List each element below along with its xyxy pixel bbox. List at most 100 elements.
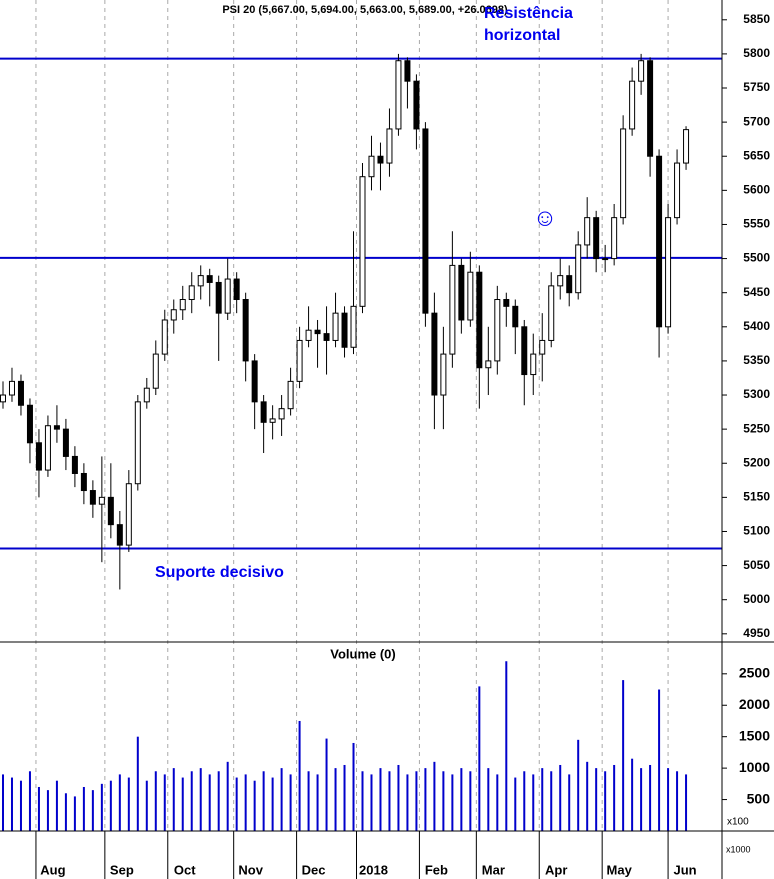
volume-bar <box>289 774 292 831</box>
y-tick-label: 5050 <box>743 558 770 572</box>
x-tick-label: Sep <box>110 862 134 877</box>
volume-bar <box>172 768 175 831</box>
candle-body <box>611 217 618 260</box>
candle-body <box>26 404 33 444</box>
candle-body <box>98 496 105 505</box>
volume-bar <box>496 774 499 831</box>
volume-bar <box>199 768 202 831</box>
volume-bar <box>514 777 517 831</box>
volume-bar <box>361 771 364 831</box>
y-tick-label: 5350 <box>743 353 770 367</box>
unit-label: x100 <box>727 817 749 828</box>
x-tick-label: Dec <box>302 862 326 877</box>
candle-body <box>521 326 528 376</box>
candle-body <box>575 244 582 294</box>
y-tick-label: 1500 <box>739 727 770 743</box>
candle-body <box>134 401 141 485</box>
y-tick-label: 5100 <box>743 524 770 538</box>
candle-body <box>512 305 519 328</box>
candle-body <box>566 275 573 294</box>
y-tick-label: 5000 <box>743 592 770 606</box>
y-tick-label: 5200 <box>743 455 770 469</box>
candle-body <box>53 425 60 430</box>
candle-body <box>278 408 285 420</box>
candle-body <box>197 275 204 287</box>
candle-body <box>602 258 609 261</box>
volume-bar <box>505 661 508 831</box>
volume-bar <box>460 768 463 831</box>
volume-bar <box>658 689 661 831</box>
y-tick-label: 5800 <box>743 46 770 60</box>
candle-body <box>503 299 510 307</box>
volume-bar <box>649 764 652 831</box>
volume-bar <box>640 768 643 831</box>
candle-body <box>89 490 96 505</box>
x-tick-label: Oct <box>174 862 196 877</box>
candle-body <box>485 360 492 369</box>
volume-bar <box>397 764 400 831</box>
candle-body <box>629 80 636 130</box>
candle-body <box>125 483 132 546</box>
x-tick-label: Aug <box>40 862 65 877</box>
y-tick-label: 1000 <box>739 759 770 775</box>
candle-body <box>188 285 195 301</box>
candle-body <box>548 285 555 341</box>
candle-body <box>557 275 564 287</box>
candle-body <box>476 271 483 369</box>
volume-bar <box>262 771 265 831</box>
volume-bar <box>136 736 139 831</box>
candle-body <box>161 319 168 355</box>
volume-bar <box>613 764 616 831</box>
candle-body <box>413 80 420 130</box>
volume-bar <box>37 786 40 831</box>
y-tick-label: 5400 <box>743 319 770 333</box>
volume-bar <box>91 790 94 831</box>
volume-bar <box>28 771 31 831</box>
volume-bar <box>451 774 454 831</box>
volume-bar <box>379 768 382 831</box>
unit-label: x1000 <box>726 844 751 854</box>
volume-bar <box>604 771 607 831</box>
volume-bar <box>424 768 427 831</box>
y-tick-label: 5650 <box>743 148 770 162</box>
volume-bar <box>469 771 472 831</box>
candle-body <box>350 305 357 348</box>
volume-bar <box>217 771 220 831</box>
candle-body <box>296 339 303 382</box>
candle-body <box>494 299 501 362</box>
candle-body <box>143 387 150 403</box>
volume-bar <box>415 771 418 831</box>
candle-body <box>269 418 276 423</box>
candle-body <box>287 380 294 410</box>
volume-bar <box>1 774 4 831</box>
volume-bar <box>235 777 238 831</box>
candle-body <box>152 353 159 389</box>
candle-body <box>251 360 258 403</box>
y-tick-label: 5150 <box>743 490 770 504</box>
volume-bar <box>181 777 184 831</box>
candle-body <box>386 128 393 164</box>
volume-bar <box>298 720 301 831</box>
candle-body <box>656 155 663 328</box>
candle-body <box>323 333 330 341</box>
candle-body <box>305 329 312 341</box>
annotation: Resistência <box>484 5 573 22</box>
volume-bar <box>343 764 346 831</box>
volume-bar <box>370 774 373 831</box>
x-tick-label: Nov <box>238 862 263 877</box>
candle-body <box>584 217 591 246</box>
candle-body <box>35 442 42 471</box>
candle-body <box>314 329 321 335</box>
volume-bar <box>226 761 229 831</box>
volume-bar <box>280 768 283 831</box>
volume-bar <box>406 774 409 831</box>
volume-bar <box>82 786 85 831</box>
candle-body <box>683 129 690 164</box>
candle-body <box>107 496 114 526</box>
volume-bar <box>442 771 445 831</box>
volume-bar <box>244 774 247 831</box>
y-tick-label: 4950 <box>743 626 770 640</box>
candle-body <box>224 278 231 314</box>
volume-bar <box>577 739 580 831</box>
